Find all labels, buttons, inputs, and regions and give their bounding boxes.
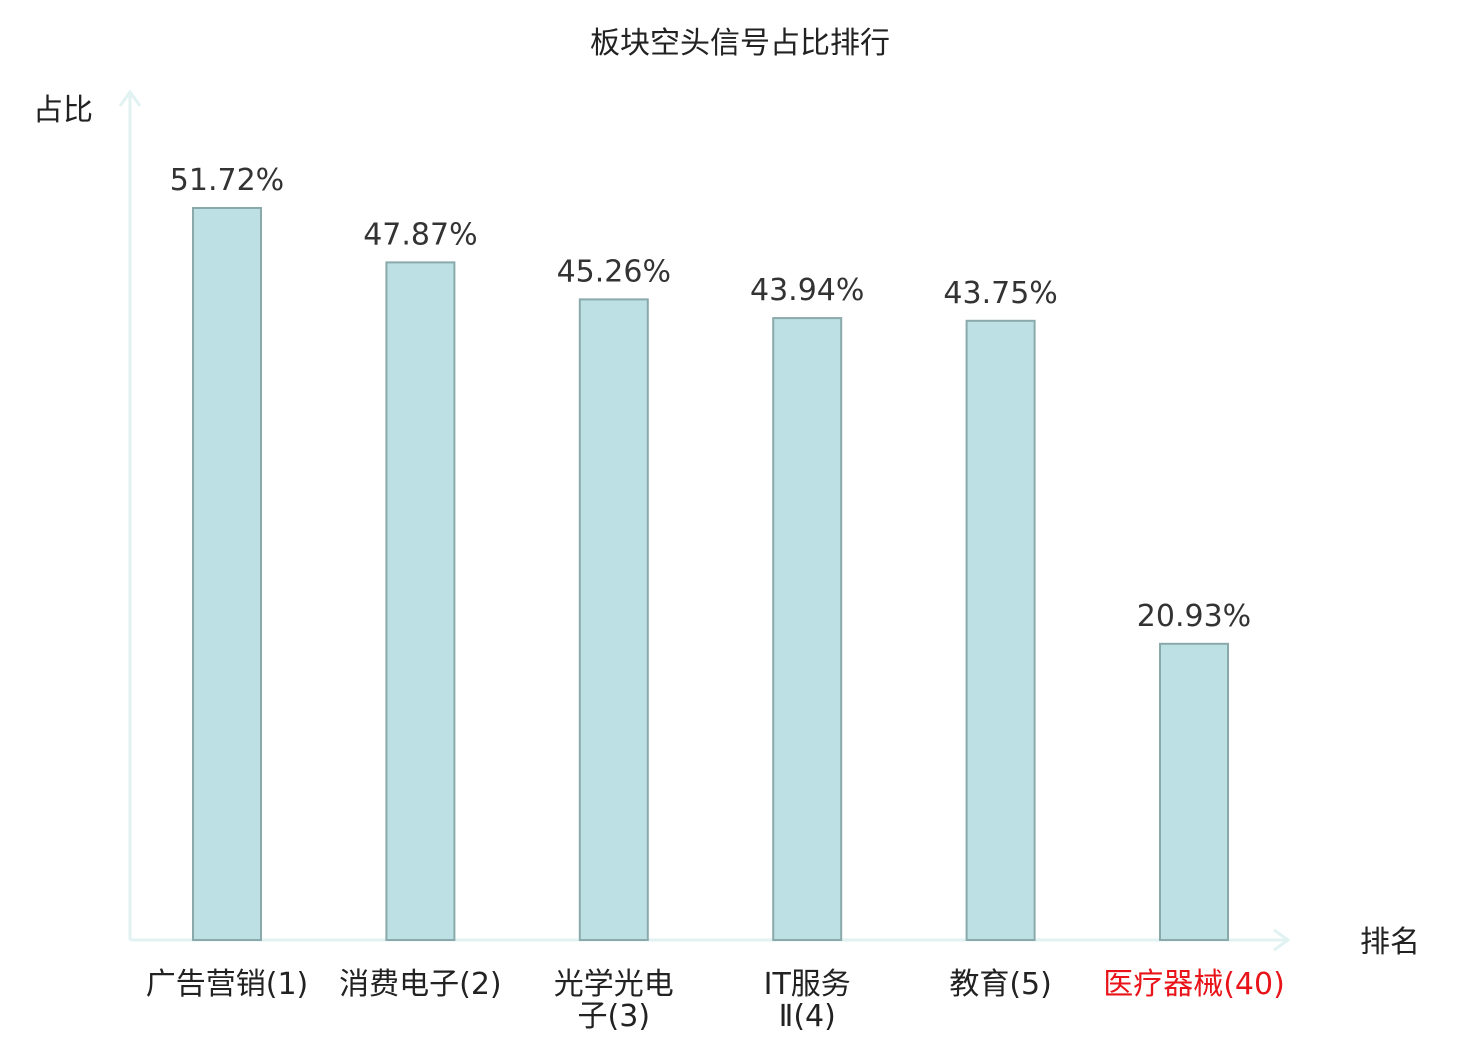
x-tick-label-line: 医疗器械(40) [1103, 967, 1285, 1002]
x-tick-label: 教育(5) [949, 967, 1052, 1002]
x-tick-label: IT服务 Ⅱ(4) [764, 967, 851, 1034]
category-labels: 广告营销(1) 消费电子(2) 光学光电子(3) IT服务 Ⅱ(4) 教育(5) 医疗器械(… [146, 967, 1285, 1034]
y-axis-arrow [118, 89, 142, 107]
bar [965, 319, 1036, 941]
x-tick-label-line: Ⅱ(4) [779, 999, 836, 1034]
chart-title: 板块空头信号占比排行 [590, 26, 890, 61]
bar-value-label: 43.75% [943, 276, 1057, 311]
x-tick-label-line: 光学光电 [554, 967, 674, 1002]
x-tick-label-line: 子(3) [578, 999, 651, 1034]
bar [578, 298, 649, 941]
x-tick-label: 医疗器械(40) [1103, 967, 1285, 1002]
x-tick-label: 光学光电子(3) [554, 967, 674, 1034]
bar [772, 317, 843, 942]
bar [1159, 642, 1229, 941]
bar-value-label: 51.72% [170, 163, 284, 198]
x-tick-label-line: 广告营销(1) [146, 967, 309, 1002]
bar-value-label: 45.26% [557, 254, 671, 289]
bar-value-label: 20.93% [1137, 599, 1251, 634]
x-tick-label-line: IT服务 [764, 967, 851, 1002]
bar [385, 261, 456, 941]
x-tick-label: 消费电子(2) [339, 967, 502, 1002]
bar-value-label: 47.87% [363, 217, 477, 252]
bars [192, 207, 1229, 942]
y-axis-label: 占比 [33, 93, 93, 128]
x-tick-label: 广告营销(1) [146, 967, 309, 1002]
x-axis-arrow [1273, 928, 1291, 952]
x-tick-label-line: 教育(5) [949, 967, 1052, 1002]
bar-value-label: 43.94% [750, 273, 864, 308]
x-axis-label: 排名 [1360, 925, 1420, 960]
value-labels: 51.72% 47.87% 45.26% 43.94% 43.75% 20.93% [170, 163, 1251, 634]
x-tick-label-line: 消费电子(2) [339, 967, 502, 1002]
axes [118, 89, 1291, 952]
bar [192, 207, 262, 941]
